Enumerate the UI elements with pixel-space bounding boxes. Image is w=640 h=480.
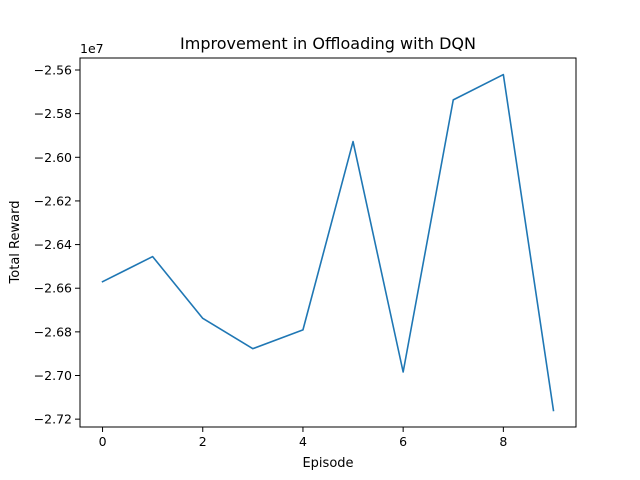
x-tick-label: 8 [499, 434, 507, 449]
plot-area-frame [79, 57, 577, 428]
chart-title: Improvement in Offloading with DQN [180, 34, 476, 53]
x-tick-label: 2 [199, 434, 207, 449]
y-tick-label: −2.72 [34, 412, 72, 427]
x-tick-label: 6 [399, 434, 407, 449]
y-tick-label: −2.62 [34, 193, 72, 208]
series-layer [101, 73, 555, 412]
x-tick-label: 4 [299, 434, 307, 449]
y-axis-offset-label: 1e7 [80, 41, 104, 56]
y-tick-label: −2.68 [34, 324, 72, 339]
y-tick-label: −2.70 [34, 368, 72, 383]
y-axis-label: Total Reward [8, 201, 23, 285]
y-tick-label: −2.56 [34, 63, 72, 78]
x-tick-label: 0 [99, 434, 107, 449]
x-axis-label: Episode [302, 456, 353, 471]
y-tick-label: −2.58 [34, 106, 72, 121]
y-axis: −2.72 −2.70 −2.68 −2.66 −2.64 −2.62 −2.60 −2.58… [34, 63, 80, 427]
series-line [101, 73, 555, 412]
y-tick-label: −2.60 [34, 150, 72, 165]
x-axis: 0 2 4 6 8 [99, 427, 507, 449]
y-tick-label: −2.64 [34, 237, 72, 252]
y-tick-label: −2.66 [34, 281, 72, 296]
